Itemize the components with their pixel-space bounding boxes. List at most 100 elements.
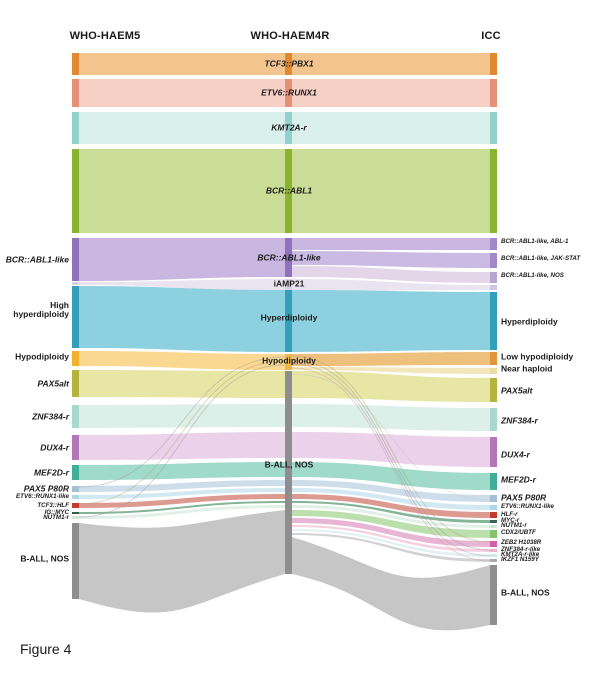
node-label-h4-bcrabl1like: BCR::ABL1-like bbox=[257, 252, 321, 263]
node-h5-dux4r bbox=[72, 435, 79, 460]
flow-h5-bcrabl1like-h4-bcrabl1like bbox=[79, 238, 285, 281]
flow-h5-highhyper-h4-hyper bbox=[79, 286, 285, 352]
flow-h5-nutm1r-h4-ballnos bbox=[79, 505, 285, 519]
node-label-h5-hypo: Hypodiploidy bbox=[15, 351, 69, 362]
node-label-icc-nearhaploid: Near haploid bbox=[501, 363, 553, 374]
node-icc-znf384r bbox=[490, 408, 497, 431]
flow-h4-ballnos-icc-cdx2ubtf bbox=[292, 510, 490, 538]
flow-h5-etv6runx1like-h4-ballnos bbox=[79, 488, 285, 499]
node-icc-dux4r bbox=[490, 437, 497, 467]
node-label-icc-cdx2ubtf: CDX2/UBTF bbox=[501, 528, 536, 536]
flow-h4-bcrabl1like-icc-jakstat bbox=[292, 251, 490, 268]
flow-h4-etv6runx1-icc-etv6runx1 bbox=[292, 79, 490, 107]
node-h4-ballnos bbox=[285, 371, 292, 574]
node-label-icc-pax5alt: PAX5alt bbox=[501, 385, 533, 396]
node-label-icc-nutm1r: NUTM1-r bbox=[501, 521, 527, 529]
faint-link-2 bbox=[78, 364, 286, 518]
flow-h4-bcrabl1like-icc-ablnos bbox=[292, 266, 490, 283]
node-h4-bcrabl1 bbox=[285, 149, 292, 233]
node-h5-etv6runx1 bbox=[72, 79, 79, 107]
flow-h5-ballnos-h4-ballnos bbox=[79, 510, 285, 613]
node-icc-nearhaploid bbox=[490, 368, 497, 374]
node-label-icc-mycr: MYC-r bbox=[501, 516, 520, 524]
node-label-icc-pax5p80r: PAX5 P80R bbox=[501, 492, 547, 503]
flow-h4-ballnos-icc-kmt2arlike bbox=[292, 529, 490, 557]
node-label-h4-hyper: Hyperdiploidy bbox=[260, 312, 318, 323]
node-label-h5-bcrabl1like: BCR::ABL1-like bbox=[5, 254, 69, 265]
node-label-h4-ballnos: B-ALL, NOS bbox=[264, 459, 314, 470]
flow-h5-bcrabl1-h4-bcrabl1 bbox=[79, 149, 285, 233]
node-h5-etv6runx1like bbox=[72, 495, 79, 499]
flow-h4-ballnos-icc-dux4r bbox=[292, 432, 490, 467]
flow-h4-ballnos-icc-pax5alt bbox=[292, 371, 490, 402]
node-h5-highhyper bbox=[72, 286, 79, 348]
node-h5-igmyc bbox=[72, 512, 79, 514]
node-label-icc-etv6runx1like: ETV6::RUNX1-like bbox=[501, 502, 554, 510]
flow-h5-tcf3pbx1-h4-tcf3pbx1 bbox=[79, 53, 285, 75]
node-label-icc-jakstat: BCR::ABL1-like, JAK-STAT bbox=[501, 254, 581, 262]
flow-h4-ballnos-icc-ikzf1 bbox=[292, 533, 490, 562]
node-icc-hyper bbox=[490, 292, 497, 350]
faint-link-5 bbox=[291, 363, 491, 557]
node-label-h5-pax5p80r: PAX5 P80R bbox=[23, 483, 69, 494]
node-label-icc-lowhypo: Low hypodiploidy bbox=[501, 351, 574, 362]
node-label-h5-tcf3hlf: TCF3::HLF bbox=[37, 501, 69, 509]
faint-link-1 bbox=[78, 360, 286, 505]
flow-h4-bcrabl1-icc-bcrabl1 bbox=[292, 149, 490, 233]
node-icc-hlfr bbox=[490, 512, 497, 518]
flow-h4-ballnos-icc-pax5p80r bbox=[292, 480, 490, 502]
flow-h5-tcf3hlf-h4-ballnos bbox=[79, 494, 285, 508]
node-label-icc-mef2dr: MEF2D-r bbox=[501, 474, 536, 485]
node-label-icc-dux4r: DUX4-r bbox=[501, 449, 530, 460]
node-icc-znf384rlike bbox=[490, 549, 497, 552]
node-h4-hypo bbox=[285, 354, 292, 370]
node-label-h5-dux4r: DUX4-r bbox=[40, 442, 69, 453]
node-label-icc-ikzf1: IKZF1 N159Y bbox=[501, 555, 539, 563]
node-h5-kmt2ar bbox=[72, 112, 79, 144]
node-h4-tcf3pbx1 bbox=[285, 53, 292, 75]
node-icc-bcrabl1 bbox=[490, 149, 497, 233]
column-header-who-haem5: WHO-HAEM5 bbox=[69, 30, 141, 42]
node-label-h5-znf384r: ZNF384-r bbox=[32, 411, 69, 422]
node-h5-pax5alt bbox=[72, 370, 79, 397]
node-icc-zeb2 bbox=[490, 541, 497, 547]
faint-link-0 bbox=[78, 356, 286, 488]
node-icc-mef2dr bbox=[490, 473, 497, 490]
node-h5-pax5p80r bbox=[72, 486, 79, 492]
node-label-icc-znf384rlike: ZNF384-r-like bbox=[501, 545, 541, 553]
node-label-icc-hyper: Hyperdiploidy bbox=[501, 316, 558, 327]
node-label-h5-ballnos: B-ALL, NOS bbox=[20, 553, 69, 564]
node-label-h5-nutm1r: NUTM1-r bbox=[43, 513, 69, 521]
flow-h4-ballnos-icc-ballnos bbox=[292, 537, 490, 631]
flow-h4-kmt2ar-icc-kmt2ar bbox=[292, 112, 490, 144]
node-icc-kmt2ar bbox=[490, 112, 497, 144]
node-label-h4-bcrabl1: BCR::ABL1 bbox=[265, 185, 313, 196]
node-icc-etv6runx1 bbox=[490, 79, 497, 107]
node-label-icc-zeb2: ZEB2 H1038R bbox=[501, 538, 542, 546]
flow-h5-hypo-h4-hypo bbox=[79, 351, 285, 370]
node-icc-ablnos bbox=[490, 272, 497, 283]
column-header-who-haem4r: WHO-HAEM4R bbox=[250, 30, 330, 42]
node-label-icc-abl1class: BCR::ABL1-like, ABL-1 bbox=[501, 237, 569, 245]
flow-h4-hypo-icc-nearhaploid bbox=[292, 367, 490, 374]
node-h5-tcf3pbx1 bbox=[72, 53, 79, 75]
flow-h4-ballnos-icc-znf384rlike bbox=[292, 525, 490, 552]
flow-h4-ballnos-icc-mef2dr bbox=[292, 462, 490, 490]
flow-h5-pax5alt-h4-ballnos bbox=[79, 370, 285, 398]
flow-h4-ballnos-icc-hlfr bbox=[292, 494, 490, 518]
node-icc-tcf3pbx1 bbox=[490, 53, 497, 75]
flow-h4-hyper-icc-hyper bbox=[292, 290, 490, 352]
node-label-h4-tcf3pbx1: TCF3::PBX1 bbox=[264, 58, 314, 69]
node-label-h4-etv6runx1: ETV6::RUNX1 bbox=[261, 87, 317, 98]
flow-h4-hypo-icc-lowhypo bbox=[292, 352, 490, 366]
node-icc-pax5p80r bbox=[490, 495, 497, 502]
node-h4-bcrabl1like bbox=[285, 238, 292, 277]
faint-link-6 bbox=[291, 367, 491, 562]
node-label-icc-hlfr: HLF-r bbox=[501, 510, 518, 518]
node-label-h5-highhyper: High hyperdiploidy bbox=[13, 300, 69, 319]
node-icc-cdx2ubtf bbox=[490, 530, 497, 538]
faint-link-7 bbox=[291, 373, 491, 501]
node-label-h4-hypo: Hypodiploidy bbox=[262, 355, 316, 366]
node-h4-iamp21 bbox=[285, 279, 292, 291]
